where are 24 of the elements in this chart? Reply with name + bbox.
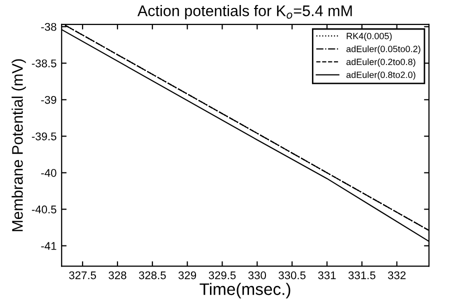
x-tick-label: 332 — [388, 271, 406, 280]
x-tick-label: 331 — [318, 271, 336, 280]
y-tick-label: -38 — [41, 22, 56, 31]
x-tick-label: 327.5 — [69, 271, 96, 280]
legend-label: adEuler(0.2to0.8) — [346, 58, 416, 67]
y-tick-label: -41 — [41, 242, 56, 250]
legend-label: adEuler(0.8to2.0) — [346, 71, 416, 80]
y-tick-label: -40.5 — [32, 206, 56, 214]
y-axis-title: Membrane Potential (mV) — [12, 59, 26, 232]
x-tick-label: 328.5 — [138, 271, 166, 280]
x-tick-label: 330 — [248, 271, 266, 280]
chart-title: Action potentials for K$_{o}$=5.4 mM — [137, 4, 352, 20]
y-tick-label: -39.5 — [32, 132, 56, 140]
y-tick-label: -39 — [41, 96, 56, 104]
x-tick-label: 330.5 — [278, 271, 306, 280]
x-tick-label: 331.5 — [348, 271, 376, 280]
x-tick-label: 329.5 — [208, 271, 236, 280]
y-tick-label: -38.5 — [32, 59, 56, 68]
y-tick-label: -40 — [41, 169, 56, 177]
x-tick-label: 329 — [178, 271, 196, 280]
x-axis-title: Time(msec.) — [200, 282, 290, 298]
x-tick-label: 328 — [108, 271, 126, 280]
legend-label: RK4(0.005) — [346, 32, 392, 42]
legend-label: adEuler(0.05to0.2) — [346, 46, 420, 54]
